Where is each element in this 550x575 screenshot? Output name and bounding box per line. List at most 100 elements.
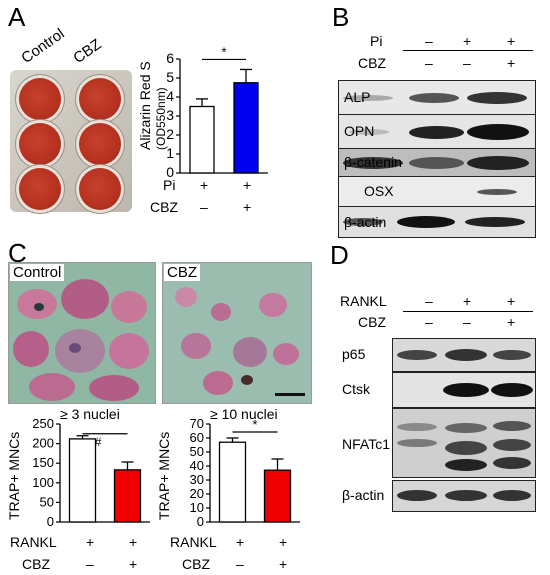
blot-d-mark: + [507, 314, 516, 330]
chart-c-left-header: ≥ 3 nuclei [60, 406, 120, 422]
chart-c-mark: – [236, 556, 244, 572]
chart-a-mark: + [200, 177, 209, 193]
y-tick-label: 50 [40, 494, 54, 509]
blot-nfatc1 [392, 408, 536, 478]
bar [113, 469, 142, 523]
chart-c-mark: + [236, 534, 245, 550]
chart-c-mark: + [279, 534, 288, 550]
blot-b-mark: + [507, 55, 516, 71]
blot-label: β-actin [342, 487, 385, 503]
y-tick-label: 30 [190, 472, 204, 487]
y-tick-label: 0 [197, 514, 204, 529]
micrograph-label-control: Control [10, 264, 65, 281]
y-tick-label: 5 [166, 69, 174, 85]
blot-beta-actin-d [392, 480, 536, 512]
plate-label-control: Control [18, 25, 68, 67]
chart-c-mark: + [129, 534, 138, 550]
y-tick-label: 4 [166, 88, 174, 104]
chart-a: 0 1 2 3 4 5 6 * [166, 45, 268, 180]
culture-plate-image [10, 70, 132, 213]
y-tick-label: 20 [190, 486, 204, 501]
blot-d-mark: – [425, 293, 433, 309]
well [76, 165, 124, 213]
chart-a-cond-pi: Pi [163, 177, 176, 193]
blot-b-cond-cbz: CBZ [358, 55, 386, 71]
chart-a-mark: + [243, 199, 252, 215]
blot-beta-actin-b [338, 206, 536, 238]
panel-c-letter: C [8, 238, 27, 268]
y-tick-label: 0 [166, 164, 174, 180]
y-tick-label: 1 [166, 145, 174, 161]
y-tick-label: 6 [166, 50, 174, 66]
bar [68, 438, 97, 523]
bar [189, 105, 215, 174]
chart-c-cond-rankl: RANKL [170, 534, 217, 550]
chart-c-mark: + [279, 556, 288, 572]
significance-hash: # [95, 435, 102, 449]
chart-c-cond-cbz: CBZ [22, 556, 50, 572]
divider [403, 311, 533, 312]
y-tick-label: 40 [190, 458, 204, 473]
significance-star: * [252, 417, 257, 432]
well [76, 120, 124, 168]
y-tick-label: 2 [166, 126, 174, 142]
chart-a-mark: + [243, 177, 252, 193]
blot-d-mark: – [463, 314, 471, 330]
significance-star: * [221, 45, 226, 59]
chart-a-mark: – [200, 199, 208, 215]
plate-label-cbz: CBZ [70, 35, 105, 67]
y-tick-label: 250 [32, 416, 54, 431]
y-tick-label: 60 [190, 430, 204, 445]
blot-b-mark: + [463, 33, 472, 49]
divider [403, 50, 533, 51]
panel-b-letter: B [332, 2, 350, 32]
chart-a-cond-cbz: CBZ [150, 199, 178, 215]
y-tick-label: 0 [47, 514, 54, 529]
blot-label: OPN [344, 123, 375, 139]
chart-c-mark: + [129, 556, 138, 572]
blot-d-cond-cbz: CBZ [358, 314, 386, 330]
y-tick-label: 200 [32, 436, 54, 451]
micrograph-label-cbz: CBZ [164, 264, 200, 281]
well [16, 75, 64, 123]
chart-c-mark: – [86, 556, 94, 572]
chart-c-left: 0 50 100 150 200 250 # [32, 416, 150, 529]
panel-a-letter: A [8, 2, 26, 32]
y-tick-label: 100 [32, 475, 54, 490]
blot-label: β-catenin [344, 154, 402, 170]
blot-p65 [392, 338, 536, 372]
blot-label: Ctsk [342, 381, 370, 397]
blot-d-mark: + [463, 293, 472, 309]
blot-d-mark: – [425, 314, 433, 330]
bar [218, 441, 247, 523]
panel-d-letter: D [330, 240, 349, 270]
blot-opn [338, 114, 536, 150]
chart-c-cond-cbz: CBZ [182, 556, 210, 572]
micrograph-control [8, 262, 156, 404]
blot-b-mark: – [425, 55, 433, 71]
blot-d-cond-rankl: RANKL [340, 293, 387, 309]
blot-d-mark: + [507, 293, 516, 309]
bar [233, 82, 259, 174]
y-tick-label: 10 [190, 500, 204, 515]
blot-label: p65 [342, 346, 366, 362]
blot-label: ALP [344, 89, 371, 105]
blot-b-mark: – [425, 33, 433, 49]
blot-label: β-actin [344, 214, 387, 230]
blot-osx [338, 176, 536, 208]
y-tick-label: 50 [190, 444, 204, 459]
micrograph-cbz [162, 262, 312, 404]
chart-c-right-header: ≥ 10 nuclei [210, 406, 278, 422]
bar [263, 469, 292, 523]
blot-b-cond-pi: Pi [370, 33, 383, 49]
chart-c-mark: + [86, 534, 95, 550]
y-tick-label: 150 [32, 455, 54, 470]
well [16, 120, 64, 168]
y-tick-label: 70 [190, 416, 204, 431]
chart-c-cond-rankl: RANKL [10, 534, 57, 550]
well [16, 165, 64, 213]
blot-b-mark: + [507, 33, 516, 49]
well [76, 75, 124, 123]
blot-label: OSX [364, 183, 394, 199]
